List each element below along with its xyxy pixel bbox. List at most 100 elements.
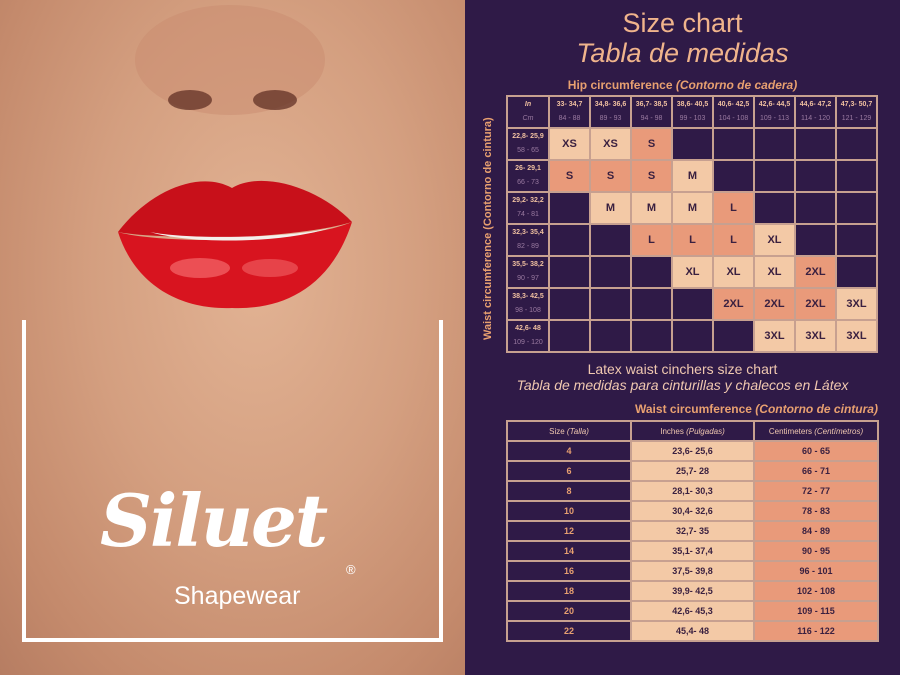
table-cell: 28,1- 30,3 (630, 480, 755, 502)
size-cell: 3XL (794, 319, 837, 353)
size-cell: S (630, 159, 673, 193)
brand-logo: Siluet (100, 478, 328, 563)
size-cell: 3XL (753, 319, 796, 353)
table-cell: 42,6- 45,3 (630, 600, 755, 622)
table-cell: 22 (506, 620, 632, 642)
empty-cell (794, 223, 837, 257)
column-header: Centimeters (Centímetros) (753, 420, 879, 442)
empty-cell (630, 287, 673, 321)
size-cell: XL (712, 255, 755, 289)
empty-cell (589, 287, 632, 321)
title-es: Tabla de medidas (576, 38, 789, 68)
empty-cell (794, 191, 837, 225)
table-row: 10 30,4- 32,6 78 - 83 (506, 500, 879, 522)
hip-column-header: 36,7- 38,5 94 - 98 (630, 95, 673, 129)
size-cell: M (671, 191, 714, 225)
size-cell: L (712, 191, 755, 225)
waist-row-header: 42,6- 48 109 - 120 (506, 319, 550, 353)
size-cell: L (712, 223, 755, 257)
empty-cell (712, 127, 755, 161)
table-row: 12 32,7- 35 84 - 89 (506, 520, 879, 542)
size-cell: XS (548, 127, 591, 161)
table-cell: 84 - 89 (753, 520, 879, 542)
waist-axis-label: Waist circumference (Contorno de cintura… (482, 117, 494, 340)
table-row: 18 39,9- 42,5 102 - 108 (506, 580, 879, 602)
brand-tagline: Shapewear (174, 582, 301, 610)
empty-cell (753, 191, 796, 225)
table-cell: 37,5- 39,8 (630, 560, 755, 582)
empty-cell (835, 255, 878, 289)
grid-row: 26- 29,1 66 - 73 S S S M (506, 159, 878, 193)
empty-cell (589, 319, 632, 353)
table-cell: 16 (506, 560, 632, 582)
latex-title-en: Latex waist cinchers size chart (587, 361, 778, 377)
hip-column-header: 47,3- 50,7 121 - 129 (835, 95, 878, 129)
waist-row-header: 26- 29,1 66 - 73 (506, 159, 550, 193)
grid-header-row: In Cm 33- 34,7 84 - 88 34,8- 36,6 89 - 93 36,7… (506, 95, 878, 129)
empty-cell (548, 223, 591, 257)
table-cell: 45,4- 48 (630, 620, 755, 642)
empty-cell (712, 159, 755, 193)
size-cell: S (548, 159, 591, 193)
size-cell: 2XL (794, 255, 837, 289)
empty-cell (835, 223, 878, 257)
grid-row: 35,5- 38,2 90 - 97 XL XL XL 2XL (506, 255, 878, 289)
table-cell: 109 - 115 (753, 600, 879, 622)
empty-cell (548, 287, 591, 321)
grid-row: 29,2- 32,2 74 - 81 M M M L (506, 191, 878, 225)
empty-cell (671, 319, 714, 353)
hip-title: Hip circumference (Contorno de cadera) (567, 78, 798, 92)
table-row: 6 25,7- 28 66 - 71 (506, 460, 879, 482)
hip-column-header: 40,6- 42,5 104 - 108 (712, 95, 755, 129)
size-cell: XL (671, 255, 714, 289)
waist-row-header: 38,3- 42,5 98 - 108 (506, 287, 550, 321)
size-cell: M (630, 191, 673, 225)
registered-mark: ® (346, 562, 356, 577)
empty-cell (753, 159, 796, 193)
size-cell: M (671, 159, 714, 193)
hip-column-header: 38,6- 40,5 99 - 103 (671, 95, 714, 129)
grid-row: 42,6- 48 109 - 120 3XL 3XL 3XL (506, 319, 878, 353)
size-cell: 3XL (835, 287, 878, 321)
latex-size-table: Size (Talla) Inches (Pulgadas) Centimeters… (506, 420, 879, 642)
size-cell: 3XL (835, 319, 878, 353)
size-grid: In Cm 33- 34,7 84 - 88 34,8- 36,6 89 - 93 36,7… (506, 95, 878, 353)
table-cell: 78 - 83 (753, 500, 879, 522)
waist-row-header: 32,3- 35,4 82 - 89 (506, 223, 550, 257)
table-cell: 6 (506, 460, 632, 482)
table-cell: 32,7- 35 (630, 520, 755, 542)
table-row: 4 23,6- 25,6 60 - 65 (506, 440, 879, 462)
empty-cell (835, 159, 878, 193)
hip-column-header: 34,8- 36,6 89 - 93 (589, 95, 632, 129)
grid-row: 32,3- 35,4 82 - 89 L L L XL (506, 223, 878, 257)
table-row: 14 35,1- 37,4 90 - 95 (506, 540, 879, 562)
lips-illustration (118, 5, 352, 309)
hip-column-header: 44,6- 47,2 114 - 120 (794, 95, 837, 129)
empty-cell (548, 191, 591, 225)
empty-cell (548, 255, 591, 289)
size-cell: XL (753, 223, 796, 257)
empty-cell (794, 159, 837, 193)
hip-column-header: 42,6- 44,5 109 - 113 (753, 95, 796, 129)
column-header: Size (Talla) (506, 420, 632, 442)
table-row: 20 42,6- 45,3 109 - 115 (506, 600, 879, 622)
empty-cell (630, 319, 673, 353)
table-cell: 20 (506, 600, 632, 622)
grid-row: 38,3- 42,5 98 - 108 2XL 2XL 2XL 3XL (506, 287, 878, 321)
waist-title: Waist circumference (Contorno de cintura… (635, 402, 878, 416)
empty-cell (671, 127, 714, 161)
table-cell: 39,9- 42,5 (630, 580, 755, 602)
size-cell: 2XL (794, 287, 837, 321)
table-cell: 14 (506, 540, 632, 562)
size-cell: XL (753, 255, 796, 289)
empty-cell (589, 255, 632, 289)
size-cell: 2XL (712, 287, 755, 321)
table-cell: 96 - 101 (753, 560, 879, 582)
waist-row-header: 35,5- 38,2 90 - 97 (506, 255, 550, 289)
logo-frame (22, 320, 443, 642)
empty-cell (548, 319, 591, 353)
empty-cell (671, 287, 714, 321)
size-chart-panel: Size chart Tabla de medidas Hip circumfe… (465, 0, 900, 675)
table-cell: 72 - 77 (753, 480, 879, 502)
model-photo: Siluet ® Shapewear (0, 0, 465, 675)
